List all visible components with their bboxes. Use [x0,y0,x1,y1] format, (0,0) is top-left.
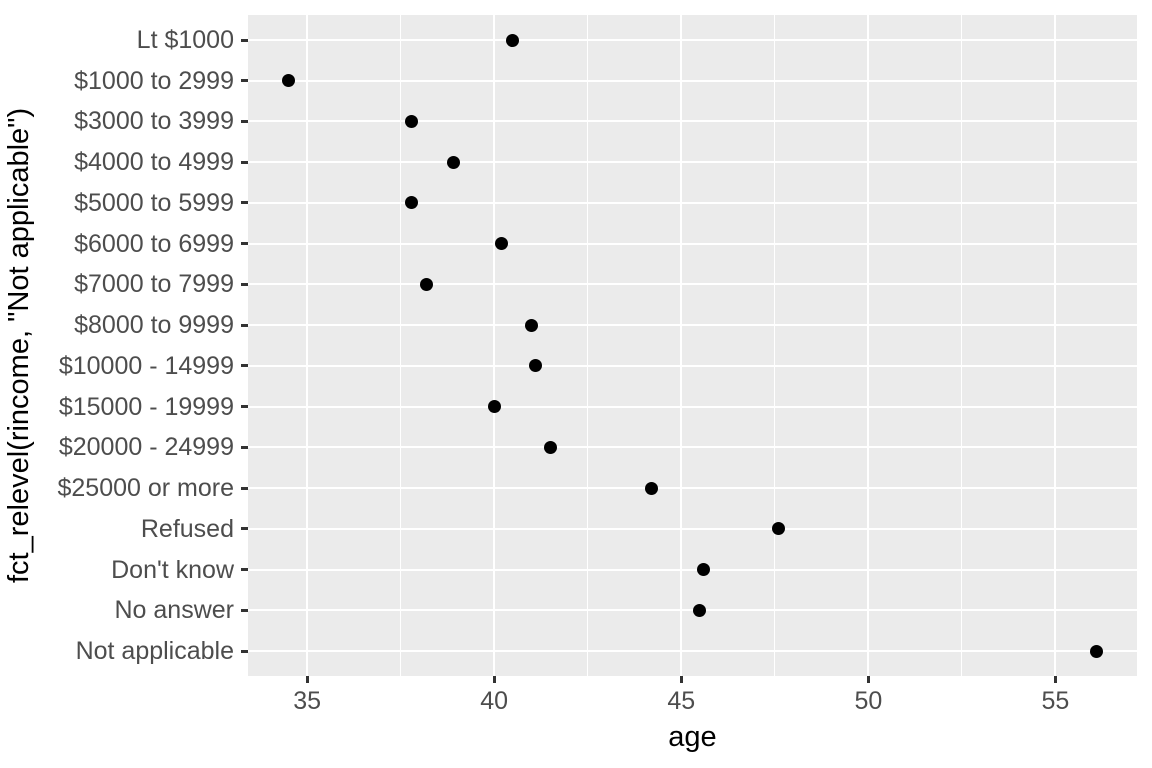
gridline-major-x [1054,15,1057,676]
y-tick-label: $25000 or more [57,474,234,503]
gridline-major-x [867,15,870,676]
y-tick-mark [241,445,248,449]
x-tick-label: 45 [667,687,696,715]
y-tick-label: Refused [140,514,234,543]
x-tick-mark [305,676,309,683]
gridline-major-x [680,15,683,676]
data-point [495,237,509,251]
data-point [506,33,520,47]
gridline-major-y [248,120,1137,123]
y-tick-mark [241,282,248,286]
data-point [446,155,460,169]
y-tick-label: Don't know [111,555,234,584]
gridline-major-y [248,527,1137,530]
x-tick-label: 50 [854,687,883,715]
gridline-major-y [248,242,1137,245]
gridline-major-y [248,609,1137,612]
x-tick-mark [866,676,870,683]
y-tick-mark [241,201,248,205]
x-tick-mark [492,676,496,683]
y-tick-mark [241,405,248,409]
data-point [697,563,711,577]
data-point [405,196,419,210]
y-tick-mark [241,568,248,572]
data-point [772,522,786,536]
gridline-major-y [248,201,1137,204]
x-axis-title: age [668,721,717,753]
data-point [644,481,658,495]
gridline-minor-x [961,15,963,676]
gridline-major-y [248,79,1137,82]
data-point [543,440,557,454]
gridline-major-y [248,324,1137,327]
y-tick-label: $1000 to 2999 [74,66,234,95]
y-tick-mark [241,160,248,164]
gridline-major-y [248,161,1137,164]
data-point [1090,644,1104,658]
x-tick-label: 35 [293,687,322,715]
y-tick-mark [241,608,248,612]
y-tick-mark [241,364,248,368]
data-point [693,603,707,617]
gridline-minor-x [587,15,589,676]
y-tick-label: No answer [114,596,235,625]
data-point [420,277,434,291]
y-tick-mark [241,242,248,246]
y-tick-mark [241,649,248,653]
y-tick-label: $20000 - 24999 [58,433,234,462]
x-tick-label: 40 [480,687,509,715]
y-tick-mark [241,323,248,327]
y-tick-label: $7000 to 7999 [74,270,234,299]
y-tick-mark [241,119,248,123]
plot-panel [248,15,1137,676]
gridline-major-y [248,364,1137,367]
gridline-major-y [248,405,1137,408]
data-point [405,114,419,128]
gridline-major-y [248,39,1137,41]
y-tick-mark [241,38,248,42]
y-tick-label: Not applicable [75,637,234,665]
gridline-major-y [248,283,1137,286]
y-tick-mark [241,486,248,490]
x-tick-label: 55 [1041,687,1070,715]
gridline-major-y [248,650,1137,652]
data-point [487,400,501,414]
gridline-major-y [248,446,1137,449]
x-tick-mark [1053,676,1057,683]
gridline-major-x [493,15,496,676]
data-point [528,359,542,373]
gridline-major-y [248,568,1137,571]
gridline-major-x [306,15,309,676]
x-tick-mark [679,676,683,683]
data-point [525,318,539,332]
y-tick-label: $10000 - 14999 [58,351,234,380]
y-tick-label: Lt $1000 [136,26,234,54]
y-tick-label: $5000 to 5999 [74,188,234,217]
gridline-minor-x [774,15,776,676]
y-tick-label: $8000 to 9999 [74,311,234,340]
y-tick-label: $15000 - 19999 [58,392,234,421]
gridline-minor-x [400,15,402,676]
y-tick-mark [241,79,248,83]
y-tick-label: $6000 to 6999 [74,229,234,258]
gridline-major-y [248,487,1137,490]
y-tick-label: $4000 to 4999 [74,148,234,177]
y-tick-label: $3000 to 3999 [74,107,234,136]
data-point [281,74,295,88]
y-tick-mark [241,527,248,531]
